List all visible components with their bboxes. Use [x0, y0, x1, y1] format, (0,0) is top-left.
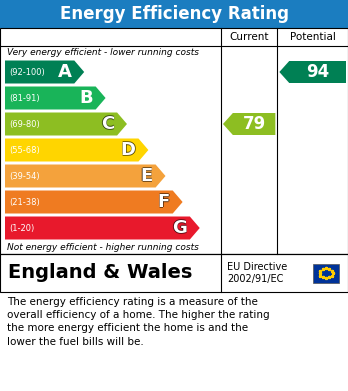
Text: England & Wales: England & Wales [8, 264, 192, 283]
Text: EU Directive
2002/91/EC: EU Directive 2002/91/EC [227, 262, 287, 284]
Polygon shape [5, 138, 148, 161]
Text: 79: 79 [243, 115, 266, 133]
Text: G: G [172, 219, 187, 237]
Polygon shape [5, 217, 200, 240]
Bar [0, 0, 348, 28]
Text: Very energy efficient - lower running costs: Very energy efficient - lower running co… [7, 48, 199, 57]
Text: G: G [173, 219, 187, 237]
Text: Not energy efficient - higher running costs: Not energy efficient - higher running co… [7, 243, 199, 252]
Text: B: B [79, 89, 93, 107]
Bar [0, 254, 348, 292]
Text: D: D [121, 141, 136, 159]
Text: D: D [120, 140, 135, 158]
Polygon shape [5, 190, 183, 213]
Text: (92-100): (92-100) [9, 68, 45, 77]
Polygon shape [279, 61, 346, 83]
Text: C: C [101, 115, 114, 133]
Text: Energy Efficiency Rating: Energy Efficiency Rating [60, 5, 288, 23]
Polygon shape [5, 165, 166, 188]
Text: F: F [157, 193, 169, 211]
Text: D: D [120, 142, 135, 160]
Text: (81-91): (81-91) [9, 93, 40, 102]
Polygon shape [5, 113, 127, 136]
Bar [313, 264, 339, 283]
Polygon shape [5, 86, 105, 109]
Text: C: C [100, 115, 113, 133]
Text: E: E [140, 167, 153, 185]
Text: A: A [57, 63, 71, 81]
Text: Potential: Potential [290, 32, 335, 42]
Text: C: C [101, 115, 114, 133]
Text: G: G [172, 219, 187, 237]
Text: E: E [140, 167, 152, 185]
Text: 94: 94 [306, 63, 329, 81]
Text: E: E [140, 167, 153, 185]
Text: (21-38): (21-38) [9, 197, 40, 206]
Text: (1-20): (1-20) [9, 224, 34, 233]
Text: E: E [141, 167, 153, 185]
Polygon shape [223, 113, 275, 135]
Bar [0, 28, 348, 254]
Text: D: D [120, 141, 135, 159]
Text: G: G [172, 219, 186, 237]
Text: C: C [101, 115, 114, 133]
Text: D: D [120, 141, 135, 159]
Text: G: G [172, 219, 187, 237]
Text: F: F [158, 193, 170, 211]
Text: F: F [158, 192, 170, 210]
Text: F: F [158, 194, 170, 212]
Text: C: C [101, 115, 114, 133]
Text: The energy efficiency rating is a measure of the
overall efficiency of a home. T: The energy efficiency rating is a measur… [7, 297, 270, 346]
Text: F: F [158, 193, 170, 211]
Text: Current: Current [229, 32, 269, 42]
Text: (69-80): (69-80) [9, 120, 40, 129]
Text: (39-54): (39-54) [9, 172, 40, 181]
Polygon shape [5, 61, 84, 84]
Text: E: E [140, 167, 153, 185]
Text: (55-68): (55-68) [9, 145, 40, 154]
